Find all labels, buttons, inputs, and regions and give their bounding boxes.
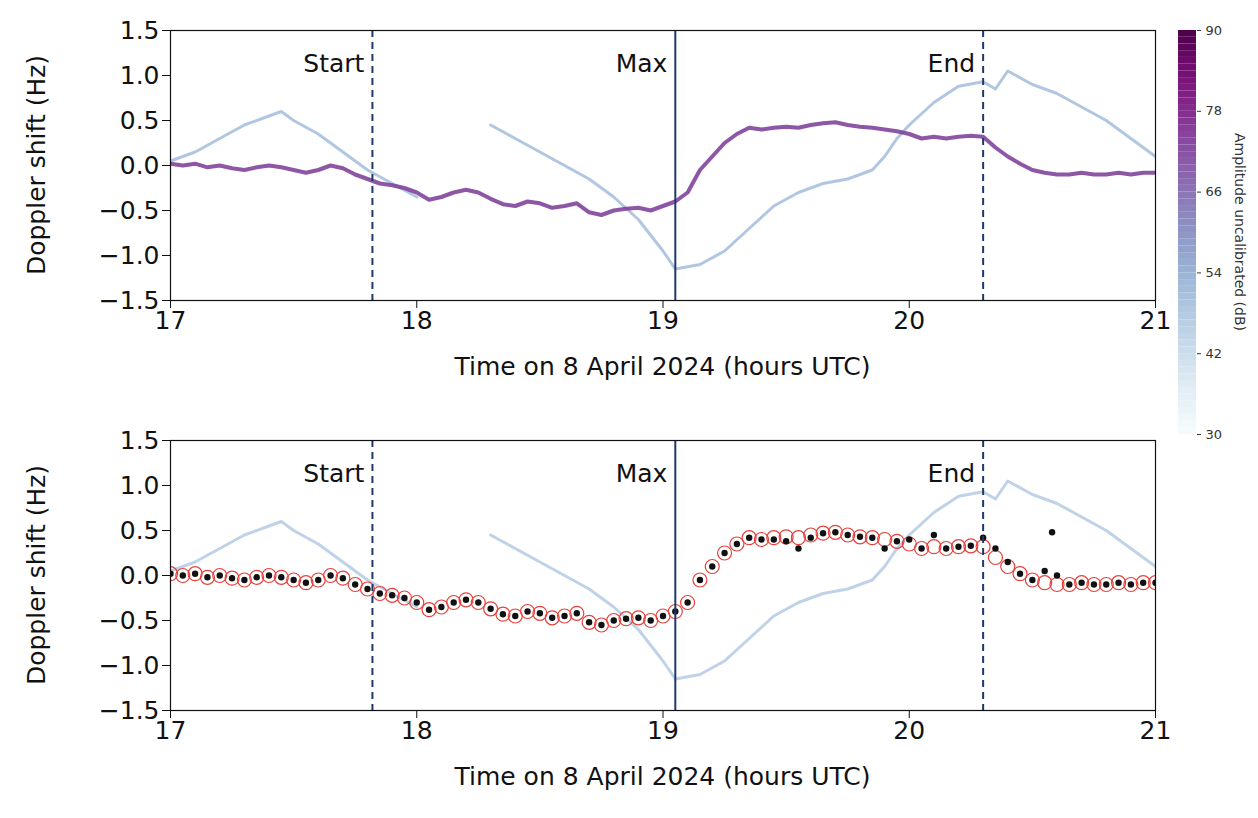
svg-text:20: 20 [893,716,925,745]
svg-text:19: 19 [647,716,679,745]
html-text:Doppler shift (Hz): Doppler shift (Hz) [21,54,51,276]
svg-text:54: 54 [1206,265,1223,280]
svg-text:0.5: 0.5 [120,516,160,545]
svg-text:78: 78 [1206,103,1223,118]
svg-text:20: 20 [893,306,925,335]
html-text:Amplitude uncalibrated (dB): Amplitude uncalibrated (dB) [1232,133,1248,331]
svg-text:17: 17 [154,306,187,336]
html-text:Doppler shift (Hz): Doppler shift (Hz) [21,464,51,686]
svg-text:1.5: 1.5 [120,426,160,455]
svg-text:−1.0: −1.0 [99,241,160,270]
svg-text:19: 19 [647,306,679,335]
svg-text:1.0: 1.0 [120,471,160,500]
svg-text:42: 42 [1206,346,1223,361]
svg-text:Max: Max [616,49,668,78]
svg-text:Start: Start [303,459,364,488]
svg-text:18: 18 [401,306,433,335]
svg-text:End: End [928,49,976,78]
svg-text:1.5: 1.5 [120,16,160,45]
svg-text:Max: Max [616,459,668,488]
html-text:Time on 8 April 2024 (hours UT: Time on 8 April 2024 (hours UTC) [454,762,871,791]
svg-text:1.0: 1.0 [120,61,160,90]
html-text:Time on 8 April 2024 (hours UT: Time on 8 April 2024 (hours UTC) [454,352,871,381]
svg-text:Start: Start [303,49,364,78]
svg-text:−0.5: −0.5 [99,606,160,635]
svg-text:0.5: 0.5 [120,106,160,135]
svg-text:0.0: 0.0 [120,561,160,590]
svg-text:−1.5: −1.5 [99,696,160,725]
svg-text:90: 90 [1206,23,1223,38]
svg-text:21: 21 [1140,716,1172,745]
svg-text:17: 17 [154,716,187,746]
svg-text:End: End [928,459,976,488]
svg-text:−1.5: −1.5 [99,286,160,315]
svg-text:66: 66 [1206,184,1223,199]
svg-text:0.0: 0.0 [120,151,160,180]
svg-text:21: 21 [1140,306,1172,335]
svg-text:−1.0: −1.0 [99,651,160,680]
svg-text:−0.5: −0.5 [99,196,160,225]
svg-text:30: 30 [1206,427,1223,442]
svg-text:18: 18 [401,716,433,745]
